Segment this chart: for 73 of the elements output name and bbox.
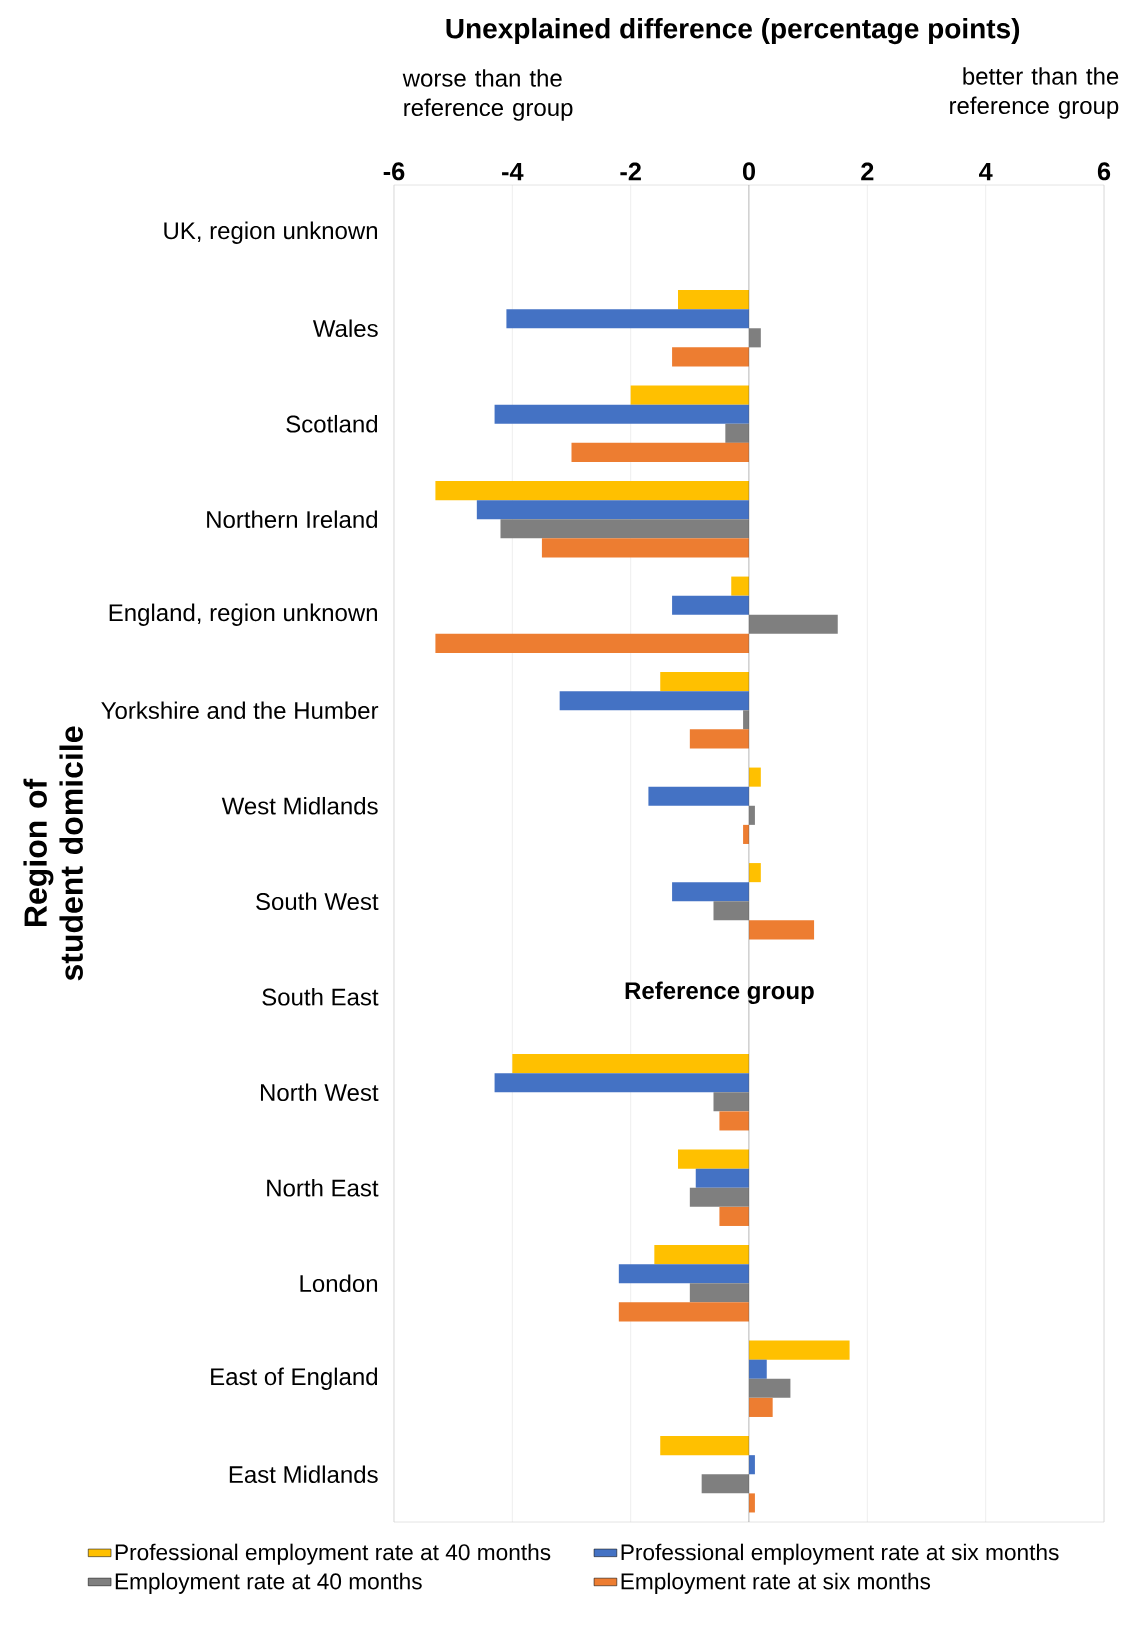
bar [541,538,749,558]
bar [494,404,749,424]
legend-label: Employment rate at six months [621,1572,931,1594]
bar [654,1245,749,1265]
x-tick-label: -6 [383,162,405,181]
bar [719,1111,749,1131]
x-tick-label: 4 [979,162,993,181]
bar [660,672,749,692]
x-tick-label: 2 [861,162,874,181]
bar [618,1264,749,1284]
y-tick-label: Scotland [286,414,378,433]
y-axis-title: Region of student domicile [23,726,83,981]
bar [435,633,749,653]
bar [749,614,838,634]
bar [749,1340,850,1360]
y-tick-label: West Midlands [221,796,378,815]
bar [672,595,749,615]
x-axis-title: Unexplained difference (percentage points) [446,17,1020,45]
bar [559,691,749,711]
bar [512,1054,749,1074]
bar [713,901,749,921]
bar [672,347,749,367]
bar [725,423,749,443]
y-tick-label: South West [256,892,379,911]
bar [506,309,749,329]
bar [749,767,761,787]
y-tick-label: South East [262,987,379,1006]
y-tick-label: Northern Ireland [207,510,378,529]
bar [630,385,749,405]
bar [689,1187,749,1207]
bar [731,576,749,596]
bar [494,1073,749,1093]
bar [648,786,749,806]
y-tick-label: UK, region unknown [164,221,378,244]
bar [618,1302,749,1322]
bar [701,1474,749,1494]
bar [719,1206,749,1226]
bar [678,1149,749,1169]
annotation: Reference group [625,981,814,1004]
bar [749,328,761,348]
y-tick-label: Yorkshire and the Humber [101,701,379,720]
bar [749,1397,773,1417]
legend-label: Professional employment rate at six months [621,1543,1059,1565]
bar [435,481,749,501]
bar [571,442,749,462]
y-tick-label: England, region unknown [109,603,377,626]
x-tick-label: -2 [620,162,641,181]
legend-label: Professional employment rate at 40 months [115,1543,551,1565]
bar [749,1359,767,1379]
bar [713,1092,749,1112]
text: worse than the reference group [402,69,573,121]
x-tick-label: -4 [502,162,524,181]
y-tick-label: North West [260,1083,379,1102]
bar [749,1378,791,1398]
y-tick-label: East of England [211,1367,378,1390]
text: better than the reference group [950,67,1119,119]
y-tick-label: Wales [312,319,378,338]
x-tick-label: 0 [742,162,755,181]
y-tick-label: London [300,1274,378,1293]
bar [500,519,749,539]
bar [672,882,749,902]
bar [689,729,749,749]
bar [476,500,749,520]
bar [695,1168,749,1188]
bar [749,863,761,883]
y-tick-label: East Midlands [229,1465,378,1484]
bar [678,290,749,310]
bar [689,1283,749,1303]
legend-label: Employment rate at 40 months [115,1572,422,1594]
bar [660,1436,749,1456]
x-tick-label: 6 [1097,162,1111,181]
bar [749,920,815,940]
y-tick-label: North East [267,1178,379,1197]
